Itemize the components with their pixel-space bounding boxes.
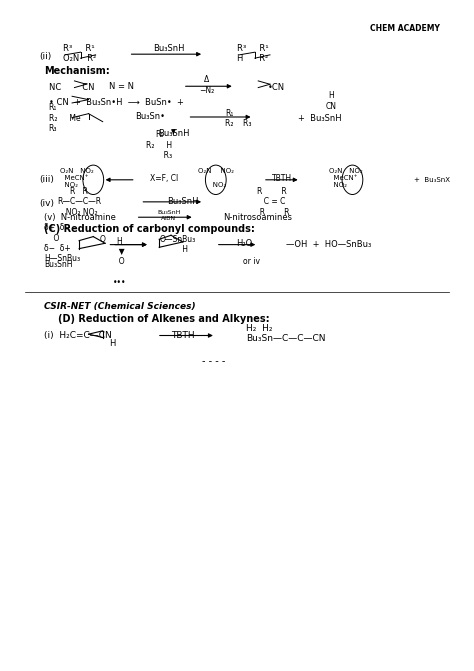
Text: —OH  +  HO—SnBu₃: —OH + HO—SnBu₃ — [286, 240, 372, 249]
Text: Bu₃SnH
AIBN: Bu₃SnH AIBN — [157, 211, 181, 221]
Text: (C) Reduction of carbonyl compounds:: (C) Reduction of carbonyl compounds: — [44, 223, 255, 234]
Text: R        R
  C = C
  R        R: R R C = C R R — [255, 187, 290, 217]
Text: R₁
R₂     Me
R₃: R₁ R₂ Me R₃ — [48, 103, 80, 134]
Text: N = N: N = N — [109, 82, 134, 91]
Text: - - - -: - - - - — [202, 356, 225, 366]
Text: O—SnBu₃
      H: O—SnBu₃ H — [160, 235, 196, 254]
Text: R³     R¹
O₂N   R²: R³ R¹ O₂N R² — [63, 44, 96, 63]
Text: X=F, Cl: X=F, Cl — [150, 174, 178, 183]
Text: Bu₃SnH: Bu₃SnH — [153, 44, 184, 53]
Text: (iii): (iii) — [39, 175, 54, 185]
Text: Bu₃Sn•: Bu₃Sn• — [135, 113, 165, 121]
Text: N-nitrosoamines: N-nitrosoamines — [223, 213, 292, 221]
Text: Δ
−N₂: Δ −N₂ — [199, 75, 214, 95]
Text: O₂N   NO₂
  MeCN⁺
  NO₂: O₂N NO₂ MeCN⁺ NO₂ — [60, 168, 94, 188]
Text: CSIR-NET (Chemical Sciences): CSIR-NET (Chemical Sciences) — [44, 302, 195, 311]
Text: R³     R¹
H      R²: R³ R¹ H R² — [237, 44, 269, 63]
Text: O: O — [100, 235, 106, 244]
Text: H: H — [109, 339, 115, 348]
Text: R   R
R—C—C—R
  NO₂ NO₂: R R R—C—C—R NO₂ NO₂ — [57, 187, 101, 217]
Text: H
CN: H CN — [326, 91, 337, 111]
Text: •CN: •CN — [268, 83, 285, 92]
Text: Bu₃SnH: Bu₃SnH — [158, 130, 189, 138]
Text: Bu₃SnH: Bu₃SnH — [167, 197, 199, 206]
Text: +  Bu₃SnH: + Bu₃SnH — [298, 114, 342, 123]
Text: Bu₃SnH: Bu₃SnH — [44, 260, 73, 268]
Text: (ii): (ii) — [39, 52, 51, 60]
Text: H
  ▼
  O

•••: H ▼ O ••• — [112, 237, 126, 287]
Text: (iv): (iv) — [39, 199, 54, 208]
Text: δ+  δ−
    O
δ−  δ+
H—SnBu₃: δ+ δ− O δ− δ+ H—SnBu₃ — [44, 223, 80, 264]
Text: or iv: or iv — [243, 258, 260, 266]
Text: TBTH: TBTH — [171, 331, 195, 340]
Text: H₂  H₂
Bu₃Sn—C—C—CN: H₂ H₂ Bu₃Sn—C—C—CN — [246, 324, 326, 343]
Text: CHEM ACADEMY: CHEM ACADEMY — [370, 24, 439, 33]
Text: (v)  N-nitroamine: (v) N-nitroamine — [44, 213, 116, 221]
Text: (i)  H₂C=C—CN: (i) H₂C=C—CN — [44, 331, 111, 340]
Text: R₁
R₂    R₃: R₁ R₂ R₃ — [225, 109, 252, 128]
Text: Mechanism:: Mechanism: — [44, 66, 109, 76]
Text: TBTH: TBTH — [272, 174, 292, 183]
Text: NC        CN: NC CN — [48, 83, 94, 92]
Text: O₂N    NO₂

   NO₂: O₂N NO₂ NO₂ — [198, 168, 234, 188]
Text: H₂O: H₂O — [236, 239, 252, 248]
Text: (D) Reduction of Alkenes and Alkynes:: (D) Reduction of Alkenes and Alkynes: — [58, 315, 270, 325]
Text: +  Bu₃SnX: + Bu₃SnX — [414, 176, 450, 183]
Text: O₂N   NO₂
  MeCN⁺
  NO₂: O₂N NO₂ MeCN⁺ NO₂ — [329, 168, 363, 188]
Text: R₁
R₂     H
       R₃: R₁ R₂ H R₃ — [146, 130, 173, 160]
Text: • CN  +  Bu₃Sn•H  ⟶  BuSn•  +: • CN + Bu₃Sn•H ⟶ BuSn• + — [48, 98, 183, 107]
